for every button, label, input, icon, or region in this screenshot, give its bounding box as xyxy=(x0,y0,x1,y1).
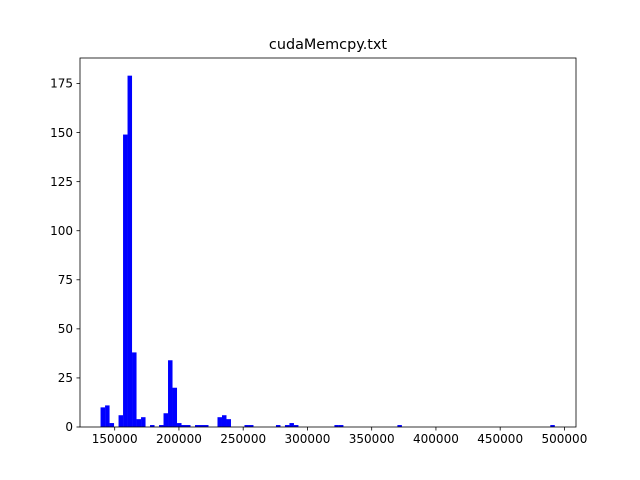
x-tick-label: 200000 xyxy=(156,432,202,446)
histogram-bar xyxy=(289,423,294,427)
histogram-bar xyxy=(141,417,146,427)
histogram-bar xyxy=(123,134,128,428)
y-tick-label: 50 xyxy=(58,322,73,336)
y-tick-label: 0 xyxy=(65,420,73,434)
histogram-bar xyxy=(248,425,254,427)
y-tick-label: 100 xyxy=(50,224,73,238)
histogram-bar xyxy=(177,423,182,427)
histogram-bar xyxy=(204,425,209,427)
histogram-bar xyxy=(168,360,173,427)
histogram-bar xyxy=(150,425,155,427)
x-axis: 150000 200000 250000 300000 350000 400000 4500… xyxy=(92,427,588,446)
histogram-bar xyxy=(199,425,204,427)
histogram-bar xyxy=(186,425,191,427)
x-tick-label: 250000 xyxy=(220,432,266,446)
histogram-bar xyxy=(127,75,133,427)
histogram-bar xyxy=(550,425,555,427)
histogram-bars xyxy=(100,75,555,428)
chart-title: cudaMemcpy.txt xyxy=(269,37,388,53)
histogram-bar xyxy=(163,413,169,427)
histogram-bar xyxy=(226,419,231,427)
plot-frame xyxy=(79,57,577,428)
histogram-bar xyxy=(338,425,344,427)
histogram-bar xyxy=(221,415,227,427)
y-axis: 0 25 50 75 100 125 150 175 xyxy=(50,77,80,434)
histogram-bar xyxy=(172,387,178,427)
x-tick-label: 300000 xyxy=(285,432,331,446)
histogram-bar xyxy=(195,425,200,427)
histogram-bar xyxy=(181,425,187,427)
histogram-bar xyxy=(284,425,290,427)
y-tick-label: 150 xyxy=(50,126,73,140)
x-tick-label: 500000 xyxy=(542,432,588,446)
histogram-bar xyxy=(136,419,142,427)
histogram-bar xyxy=(244,425,249,427)
y-tick-label: 25 xyxy=(58,371,73,385)
histogram-bar xyxy=(159,425,164,427)
y-tick-label: 75 xyxy=(58,273,73,287)
histogram-bar xyxy=(397,425,402,427)
histogram-bar xyxy=(334,425,339,427)
histogram-bar xyxy=(217,417,222,427)
histogram-bar xyxy=(109,423,115,427)
histogram-bar xyxy=(100,407,106,427)
x-tick-label: 150000 xyxy=(92,432,138,446)
x-tick-label: 400000 xyxy=(413,432,459,446)
y-tick-label: 175 xyxy=(50,77,73,91)
y-tick-label: 125 xyxy=(50,175,73,189)
histogram-bar xyxy=(132,352,137,427)
histogram-bar xyxy=(275,425,281,427)
histogram-bar xyxy=(293,425,299,427)
x-tick-label: 450000 xyxy=(477,432,523,446)
histogram-bar xyxy=(118,415,124,427)
histogram-bar xyxy=(105,405,110,427)
x-tick-label: 350000 xyxy=(349,432,395,446)
